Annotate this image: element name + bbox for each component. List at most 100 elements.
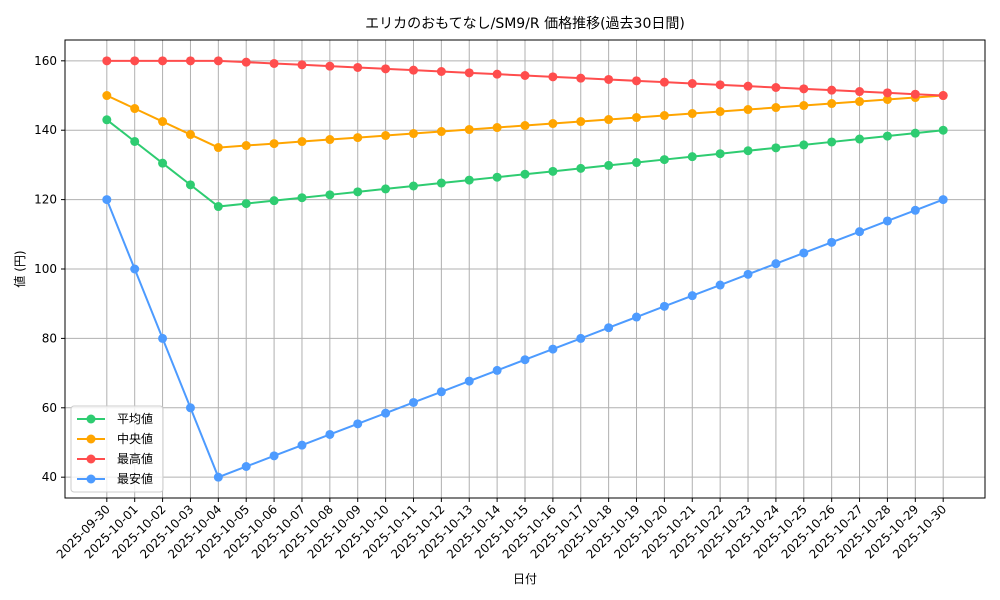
data-point [436, 387, 446, 397]
data-point [743, 269, 753, 279]
data-point [576, 73, 586, 83]
data-point [102, 56, 112, 66]
data-point [353, 62, 363, 72]
data-point [325, 429, 335, 439]
data-point [185, 56, 195, 66]
data-point [269, 196, 279, 206]
y-tick-label: 120 [34, 193, 57, 207]
data-point [158, 158, 168, 168]
data-point [659, 77, 669, 87]
data-point [297, 440, 307, 450]
data-point [297, 137, 307, 147]
data-point [827, 85, 837, 95]
data-point [130, 264, 140, 274]
data-point [715, 280, 725, 290]
data-point [102, 91, 112, 101]
data-point [632, 113, 642, 123]
data-point [632, 76, 642, 86]
data-point [799, 248, 809, 258]
data-point [771, 103, 781, 113]
data-point [520, 70, 530, 80]
data-point [492, 123, 502, 133]
data-point [743, 105, 753, 115]
data-point [632, 312, 642, 322]
data-point [520, 121, 530, 131]
data-point [799, 101, 809, 111]
data-point [464, 376, 474, 386]
data-point [827, 99, 837, 109]
data-point [185, 180, 195, 190]
data-point [353, 419, 363, 429]
data-point [548, 344, 558, 354]
legend-marker [86, 454, 96, 464]
series-0 [102, 115, 948, 212]
data-point [241, 57, 251, 67]
data-point [855, 134, 865, 144]
data-point [102, 115, 112, 125]
data-point [743, 81, 753, 91]
legend-label: 中央値 [117, 431, 153, 446]
data-point [548, 72, 558, 82]
data-point [882, 88, 892, 98]
data-point [910, 205, 920, 215]
data-point [158, 56, 168, 66]
data-point [158, 333, 168, 343]
data-point [771, 259, 781, 269]
y-axis-label: 値 (円) [12, 250, 27, 287]
data-point [213, 472, 223, 482]
y-tick-label: 60 [42, 401, 57, 415]
y-tick-label: 100 [34, 262, 57, 276]
data-point [381, 184, 391, 194]
data-point [576, 163, 586, 173]
data-point [213, 202, 223, 212]
legend-marker [86, 434, 96, 444]
data-point [325, 135, 335, 145]
data-point [408, 65, 418, 75]
data-point [548, 166, 558, 176]
data-point [659, 155, 669, 165]
data-point [687, 109, 697, 119]
data-point [548, 119, 558, 129]
data-point [604, 323, 614, 333]
data-point [297, 193, 307, 203]
data-point [297, 60, 307, 70]
data-point [576, 117, 586, 127]
data-point [687, 291, 697, 301]
data-point [408, 397, 418, 407]
data-point [130, 104, 140, 114]
data-point [855, 97, 865, 107]
legend-marker [86, 414, 96, 424]
chart-title: エリカのおもてなし/SM9/R 価格推移(過去30日間) [365, 16, 685, 32]
data-point [269, 58, 279, 68]
data-point [381, 64, 391, 74]
data-point [604, 160, 614, 170]
y-tick-label: 140 [34, 123, 57, 137]
y-tick-label: 80 [42, 331, 57, 345]
data-point [241, 141, 251, 151]
data-point [325, 61, 335, 71]
data-point [353, 187, 363, 197]
legend-label: 平均値 [117, 411, 153, 426]
data-point [520, 355, 530, 365]
legend-label: 最安値 [117, 471, 153, 486]
data-point [938, 91, 948, 101]
data-point [520, 169, 530, 179]
data-point [687, 152, 697, 162]
data-point [855, 87, 865, 97]
data-point [659, 111, 669, 121]
x-axis-label: 日付 [513, 572, 537, 586]
series-2 [102, 56, 948, 101]
y-tick-label: 160 [34, 54, 57, 68]
data-point [827, 137, 837, 147]
legend-marker [86, 474, 96, 484]
data-point [408, 129, 418, 139]
data-point [464, 68, 474, 78]
data-point [882, 216, 892, 226]
legend-item: 平均値 [77, 411, 153, 426]
legend-item: 最高値 [77, 451, 153, 466]
data-point [158, 117, 168, 127]
data-point [269, 451, 279, 461]
legend-label: 最高値 [117, 451, 153, 466]
data-point [938, 125, 948, 135]
